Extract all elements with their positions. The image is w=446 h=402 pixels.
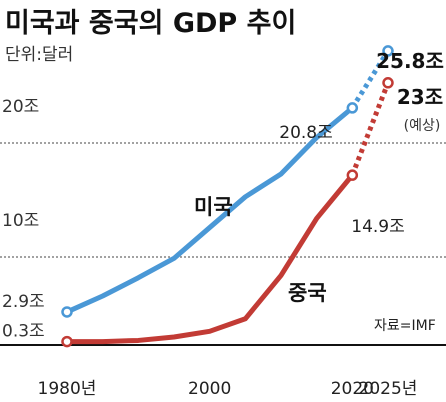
y-tick-label: 0.3조 (2, 322, 45, 342)
source-label: 자료=IMF (374, 318, 436, 334)
series-us (61, 45, 394, 318)
projection-line-us (350, 49, 391, 110)
series-line-us (64, 105, 355, 315)
data-point-china-start (61, 335, 73, 348)
y-tick-label: 2.9조 (2, 292, 45, 312)
x-tick-label: 2000 (188, 379, 231, 399)
annotation-china-2025: 23조 (397, 85, 443, 109)
series-line-china (64, 172, 355, 345)
unit-label: 단위:달러 (5, 45, 73, 65)
data-point-china-end (346, 169, 359, 181)
series-label-china: 중국 (288, 281, 327, 305)
data-point-china-forecast (382, 77, 394, 89)
y-tick-label: 20조 (2, 97, 39, 117)
y-axis-ticks: 0.3조 2.9조 10조 20조 (2, 97, 45, 342)
series-layer (61, 45, 394, 348)
annotation-us-2025: 25.8조 (376, 49, 444, 73)
series-china (61, 77, 394, 348)
y-tick-label: 10조 (2, 211, 39, 231)
x-tick-label: 2020 (331, 379, 374, 399)
chart-title: 미국과 중국의 GDP 추이 (5, 8, 296, 39)
data-point-us-forecast (382, 45, 394, 57)
data-point-us-start (61, 306, 73, 318)
data-point-us-end (346, 102, 359, 114)
projection-line-china (350, 81, 391, 177)
series-label-us: 미국 (194, 195, 233, 219)
annotation-china-2020: 14.9조 (351, 217, 405, 237)
x-tick-label: 1980년 (38, 379, 97, 399)
x-tick-label: 2025년 (359, 379, 418, 399)
annotation-forecast: (예상) (404, 118, 441, 134)
annotation-us-2020: 20.8조 (279, 123, 333, 143)
